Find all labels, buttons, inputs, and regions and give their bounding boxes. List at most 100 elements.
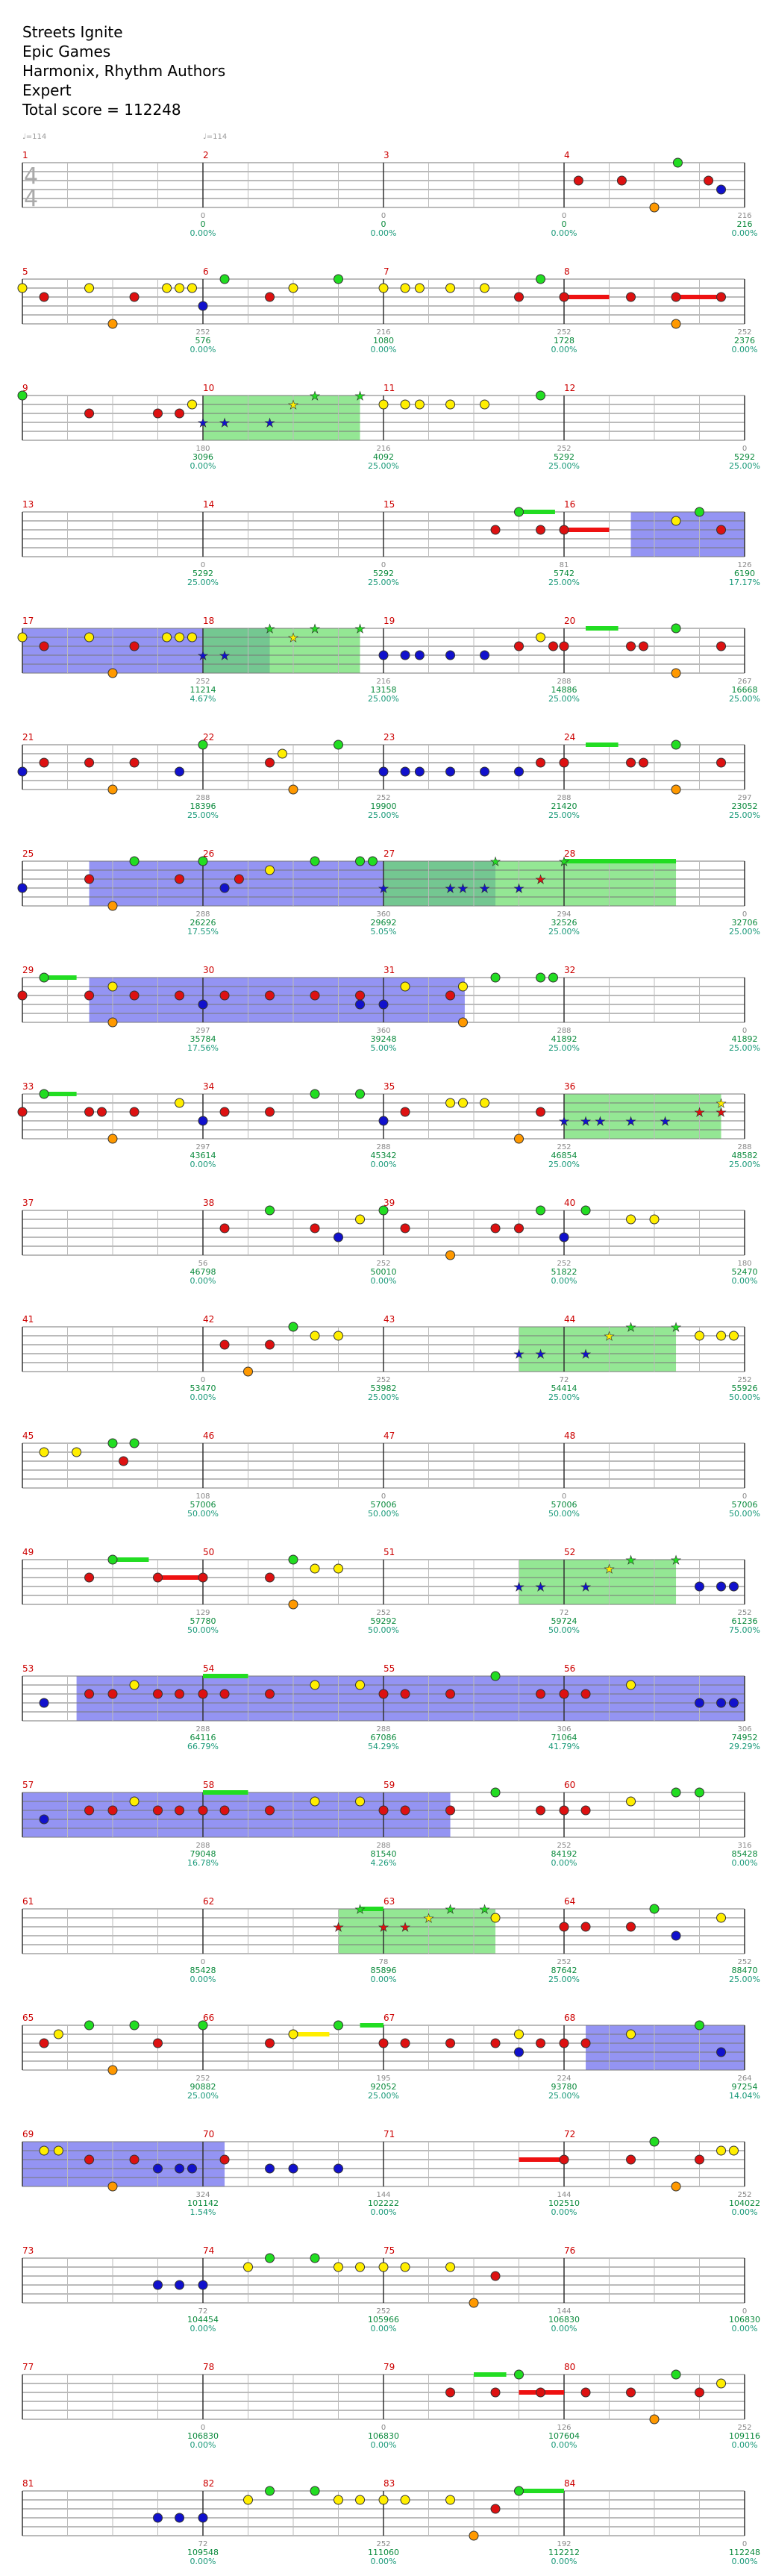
measure-number: 10: [203, 383, 214, 393]
multiplier-percent: 50.00%: [368, 1625, 399, 1635]
song-charter: Harmonix, Rhythm Authors: [22, 62, 226, 80]
multiplier-percent: 25.00%: [368, 694, 399, 704]
note-count: 252: [737, 2424, 751, 2432]
red-note: [84, 1572, 95, 1583]
yellow-note: [536, 632, 546, 643]
blue-note: [153, 2280, 163, 2290]
note-count: 0: [381, 212, 386, 220]
measure-number: 39: [383, 1198, 395, 1208]
blue-note: [716, 1581, 727, 1592]
blue-star-note: ★: [595, 1114, 605, 1128]
measure-score: 41892: [732, 1034, 758, 1044]
solo-section: [76, 1676, 745, 1721]
blue-star-note: ★: [559, 1114, 569, 1128]
green-note: [514, 2369, 524, 2380]
note-count: 78: [379, 1958, 389, 1966]
red-note: [559, 757, 569, 768]
blue-note: [334, 2163, 343, 2174]
measure-score: 2376: [734, 336, 755, 346]
red-note: [153, 1572, 163, 1583]
sustain-bar: [519, 510, 555, 514]
note-count: 216: [376, 445, 390, 453]
measure-number: 26: [203, 848, 214, 859]
measure-score: 0: [381, 219, 386, 229]
yellow-note: [187, 632, 197, 643]
orange-note: [671, 2181, 681, 2192]
yellow-note: [265, 865, 275, 875]
yellow-note: [334, 2262, 343, 2272]
green-star-note: ★: [479, 1902, 489, 1916]
blue-note: [671, 1931, 681, 1941]
red-note: [638, 757, 648, 768]
yellow-note: [716, 1913, 727, 1923]
measure-number: 78: [203, 2362, 214, 2372]
sustain-bar: [157, 1575, 203, 1580]
green-note: [695, 507, 704, 517]
yellow-note: [288, 283, 298, 293]
note-count: 56: [198, 1260, 208, 1268]
red-note: [559, 2038, 569, 2048]
yellow-note: [671, 516, 681, 526]
orange-note: [107, 319, 118, 329]
multiplier-percent: 25.00%: [548, 1392, 580, 1402]
blue-note: [198, 2280, 208, 2290]
yellow-note: [310, 1680, 320, 1690]
multiplier-percent: 25.00%: [368, 810, 399, 820]
measure-number: 56: [564, 1663, 575, 1674]
red-note: [580, 1689, 591, 1699]
measure-number: 80: [564, 2362, 575, 2372]
measure-score: 46854: [551, 1151, 577, 1160]
multiplier-percent: 0.00%: [190, 1160, 216, 1169]
yellow-note: [457, 981, 468, 992]
red-note: [559, 292, 569, 302]
orange-note: [107, 784, 118, 795]
multiplier-percent: 25.00%: [548, 694, 580, 704]
blue-note: [175, 766, 185, 777]
yellow-note: [277, 748, 287, 759]
multiplier-percent: 5.05%: [371, 927, 397, 937]
red-note: [626, 292, 636, 302]
yellow-note: [175, 1098, 185, 1108]
measure-score: 45342: [371, 1151, 397, 1160]
yellow-note: [414, 399, 425, 410]
yellow-note: [53, 2145, 63, 2156]
green-note: [39, 1089, 49, 1099]
blue-note: [39, 1698, 49, 1708]
orange-note: [649, 202, 660, 213]
note-count: 288: [737, 1143, 751, 1151]
blue-note: [695, 1581, 704, 1592]
measure-number: 4: [564, 150, 570, 160]
yellow-note: [728, 2145, 739, 2156]
yellow-note: [334, 2495, 343, 2505]
yellow-note: [626, 1214, 636, 1225]
multiplier-percent: 0.00%: [551, 2557, 577, 2566]
multiplier-percent: 25.00%: [729, 1160, 760, 1169]
multiplier-percent: 25.00%: [729, 1975, 760, 1984]
blue-note: [334, 1232, 343, 1242]
red-note: [559, 525, 569, 535]
multiplier-percent: 29.29%: [729, 1742, 760, 1751]
green-note: [580, 1205, 591, 1216]
measure-score: 84192: [551, 1849, 577, 1859]
measure-score: 32526: [551, 918, 577, 928]
red-star-note: ★: [535, 872, 545, 887]
measure-number: 32: [564, 965, 575, 975]
time-signature-bottom: 4: [24, 186, 38, 212]
green-star-note: ★: [625, 1553, 636, 1567]
green-note: [514, 507, 524, 517]
note-count: 252: [737, 328, 751, 337]
blue-note: [175, 2280, 185, 2290]
yellow-note: [187, 399, 197, 410]
yellow-note: [716, 1331, 727, 1341]
red-note: [175, 874, 185, 884]
red-note: [96, 1107, 107, 1117]
multiplier-percent: 0.00%: [371, 2324, 397, 2333]
green-note: [514, 2486, 524, 2496]
orange-note: [649, 2414, 660, 2425]
measure-number: 73: [22, 2245, 34, 2256]
green-note: [310, 856, 320, 866]
green-note: [198, 740, 208, 750]
note-count: 108: [195, 1492, 210, 1501]
measure-number: 71: [383, 2129, 395, 2139]
blue-note: [716, 2047, 727, 2057]
